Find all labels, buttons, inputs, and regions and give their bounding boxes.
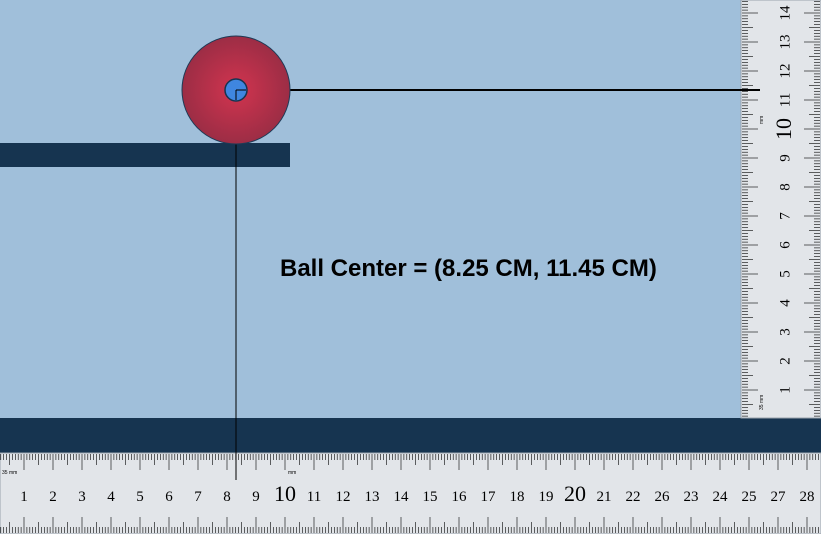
ball-center-readout: Ball Center = (8.25 CM, 11.45 CM) (280, 255, 657, 282)
vertical-ruler-label: 14 (777, 5, 793, 21)
vertical-ruler-label: 9 (777, 154, 793, 162)
horizontal-ruler-label: 4 (107, 489, 115, 505)
horizontal-ruler-label: 26 (655, 489, 671, 505)
vertical-ruler-label: 12 (777, 64, 793, 79)
horizontal-ruler-label: 7 (194, 489, 202, 505)
horizontal-ruler-label: 25 (742, 489, 757, 505)
vertical-ruler-label: 8 (777, 183, 793, 191)
horizontal-ruler-label: 10 (274, 481, 296, 506)
vertical-ruler-label: 2 (777, 357, 793, 365)
horizontal-ruler-label: 13 (365, 489, 380, 505)
vertical-ruler-mm-mid: mm (759, 116, 765, 124)
vertical-ruler-label: 6 (777, 241, 793, 249)
horizontal-ruler-label: 22 (626, 489, 641, 505)
horizontal-ruler-label: 20 (564, 481, 586, 506)
vertical-ruler-mm-bottom: 35 mm (759, 395, 765, 410)
horizontal-ruler-label: 11 (307, 489, 321, 505)
horizontal-ruler-label: 9 (252, 489, 260, 505)
horizontal-ruler-label: 3 (78, 489, 86, 505)
horizontal-ruler-label: 14 (394, 489, 410, 505)
horizontal-ruler-label: 24 (713, 489, 729, 505)
vertical-ruler-label: 3 (777, 328, 793, 336)
horizontal-ruler-label: 23 (684, 489, 699, 505)
floor-platform (0, 418, 821, 453)
horizontal-ruler-label: 6 (165, 489, 173, 505)
ledge-platform (0, 143, 290, 167)
horizontal-ruler-label: 16 (452, 489, 468, 505)
horizontal-ruler-mm-mid: mm (288, 470, 296, 476)
horizontal-ruler-label: 17 (481, 489, 497, 505)
vertical-ruler-label: 11 (777, 93, 793, 107)
vertical-ruler-label: 1 (777, 386, 793, 394)
horizontal-ruler-label: 27 (771, 489, 787, 505)
vertical-ruler-label: 13 (777, 35, 793, 50)
horizontal-ruler-label: 8 (223, 489, 231, 505)
horizontal-ruler-label: 15 (423, 489, 438, 505)
horizontal-ruler-label: 1 (20, 489, 28, 505)
vertical-ruler-label: 4 (777, 299, 793, 307)
horizontal-ruler-label: 18 (510, 489, 525, 505)
horizontal-ruler-label: 28 (800, 489, 815, 505)
horizontal-ruler-label: 5 (136, 489, 144, 505)
horizontal-ruler-mm-left: 35 mm (2, 470, 17, 476)
vertical-ruler-label: 10 (771, 118, 796, 140)
vertical-ruler-label: 5 (777, 270, 793, 278)
horizontal-ruler-label: 2 (49, 489, 57, 505)
horizontal-ruler-label: 19 (539, 489, 554, 505)
horizontal-ruler: 1 2 3 4 5 6 7 8 9 10 11 12 13 14 15 16 17 18 19 20 21 22 26 23 2… (0, 452, 821, 534)
vertical-ruler-label: 7 (777, 212, 793, 220)
horizontal-ruler-label: 12 (336, 489, 351, 505)
horizontal-ruler-label: 21 (597, 489, 612, 505)
